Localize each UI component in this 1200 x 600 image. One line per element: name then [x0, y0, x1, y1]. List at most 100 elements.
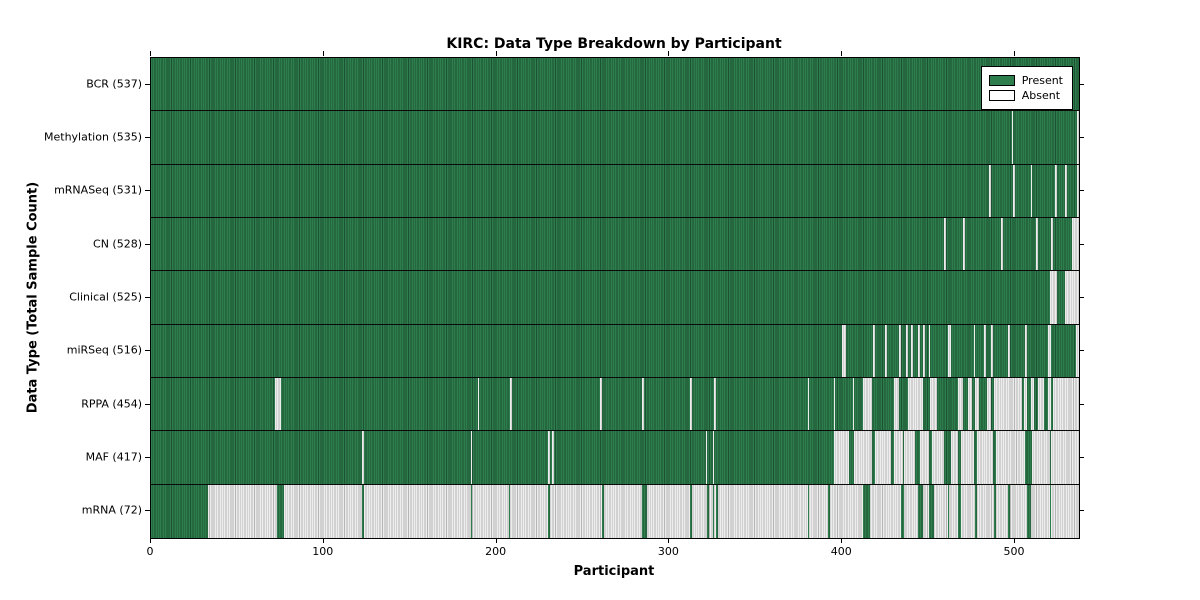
absent-segment: [968, 377, 972, 431]
x-tick-mark: [1014, 538, 1016, 543]
absent-segment: [1051, 217, 1054, 271]
absent-segment: [1047, 377, 1052, 431]
absent-segment: [470, 431, 473, 484]
absent-segment: [361, 431, 364, 484]
absent-segment: [996, 431, 1026, 484]
absent-segment: [973, 324, 976, 377]
absent-segment: [1037, 377, 1045, 431]
y-tick-mark: [1079, 350, 1084, 352]
x-tick-mark: [495, 51, 497, 56]
absent-segment: [932, 431, 945, 484]
y-tick-mark: [145, 83, 150, 85]
absent-segment: [930, 377, 938, 431]
present-swatch-icon: [988, 75, 1015, 86]
absent-segment: [1008, 324, 1010, 377]
absent-segment: [1030, 377, 1035, 431]
absent-segment: [1023, 377, 1028, 431]
x-tick-mark: [668, 538, 670, 543]
absent-segment: [1054, 164, 1057, 217]
absent-segment: [705, 431, 708, 484]
absent-segment: [989, 164, 991, 217]
heatmap-row: [151, 217, 1079, 272]
x-tick-label: 500: [1003, 545, 1025, 558]
present-segment: [862, 484, 870, 538]
absent-segment: [875, 431, 891, 484]
absent-segment: [275, 377, 281, 431]
present-segment: [1027, 484, 1031, 538]
absent-segment: [1065, 271, 1079, 324]
absent-swatch-icon: [988, 90, 1015, 101]
absent-segment: [548, 431, 551, 484]
absent-segment: [963, 217, 965, 271]
absent-segment: [854, 431, 872, 484]
legend-item-absent: Absent: [988, 89, 1063, 102]
x-tick-label: 100: [312, 545, 334, 558]
absent-segment: [885, 324, 888, 377]
absent-segment: [911, 324, 914, 377]
absent-segment: [1065, 164, 1067, 217]
absent-segment: [1077, 164, 1079, 217]
legend: Present Absent: [980, 66, 1073, 110]
absent-segment: [987, 377, 991, 431]
y-tick-mark: [1079, 190, 1084, 192]
y-tick-label: mRNASeq (531): [54, 183, 142, 197]
heatmap-rows: [151, 58, 1079, 538]
y-tick-label: RPPA (454): [81, 397, 142, 411]
absent-segment: [600, 377, 603, 431]
absent-segment: [994, 377, 1022, 431]
present-segment: [975, 484, 978, 538]
legend-absent-label: Absent: [1021, 89, 1061, 102]
absent-segment: [923, 324, 926, 377]
absent-segment: [894, 431, 903, 484]
present-segment: [901, 484, 905, 538]
present-segment: [361, 484, 364, 538]
y-tick-mark: [1079, 83, 1084, 85]
present-segment: [151, 484, 209, 538]
y-tick-label: miRSeq (516): [66, 343, 142, 357]
present-segment: [716, 484, 718, 538]
y-tick-label: mRNA (72): [81, 503, 142, 517]
y-tick-mark: [1079, 403, 1084, 405]
absent-segment: [906, 324, 908, 377]
absent-segment: [1030, 164, 1033, 217]
absent-segment: [899, 324, 901, 377]
x-tick-mark: [841, 538, 843, 543]
x-tick-label: 300: [657, 545, 679, 558]
y-tick-label: Clinical (525): [69, 290, 142, 304]
legend-item-present: Present: [988, 74, 1063, 87]
absent-segment: [1032, 431, 1050, 484]
heatmap-row: [151, 271, 1079, 325]
absent-segment: [862, 377, 872, 431]
absent-segment: [1001, 217, 1003, 271]
x-tick-label: 200: [485, 545, 507, 558]
x-tick-mark: [1014, 51, 1016, 56]
absent-segment: [961, 431, 974, 484]
chart-title: KIRC: Data Type Breakdown by Participant: [446, 36, 782, 52]
y-tick-label: BCR (537): [86, 77, 142, 91]
x-axis-label: Participant: [573, 564, 655, 579]
y-tick-label: CN (528): [93, 237, 142, 251]
y-tick-mark: [145, 457, 150, 458]
plot-area: Present Absent: [150, 57, 1080, 539]
absent-segment: [928, 324, 931, 377]
absent-segment: [1025, 324, 1028, 377]
absent-segment: [918, 324, 920, 377]
present-segment: [508, 484, 511, 538]
x-tick-label: 0: [146, 545, 154, 558]
heatmap-row: [151, 324, 1079, 378]
x-tick-mark: [495, 538, 497, 543]
absent-segment: [920, 431, 929, 484]
present-segment: [918, 484, 924, 538]
present-segment: [994, 484, 997, 538]
absent-segment: [842, 324, 846, 377]
absent-segment: [990, 324, 993, 377]
present-segment: [641, 484, 647, 538]
absent-segment: [510, 377, 513, 431]
y-tick-mark: [145, 137, 150, 138]
x-tick-mark: [668, 51, 670, 56]
absent-segment: [477, 377, 480, 431]
heatmap-row: [151, 164, 1079, 218]
present-segment: [828, 484, 831, 538]
present-segment: [807, 484, 810, 538]
y-tick-mark: [145, 243, 150, 245]
